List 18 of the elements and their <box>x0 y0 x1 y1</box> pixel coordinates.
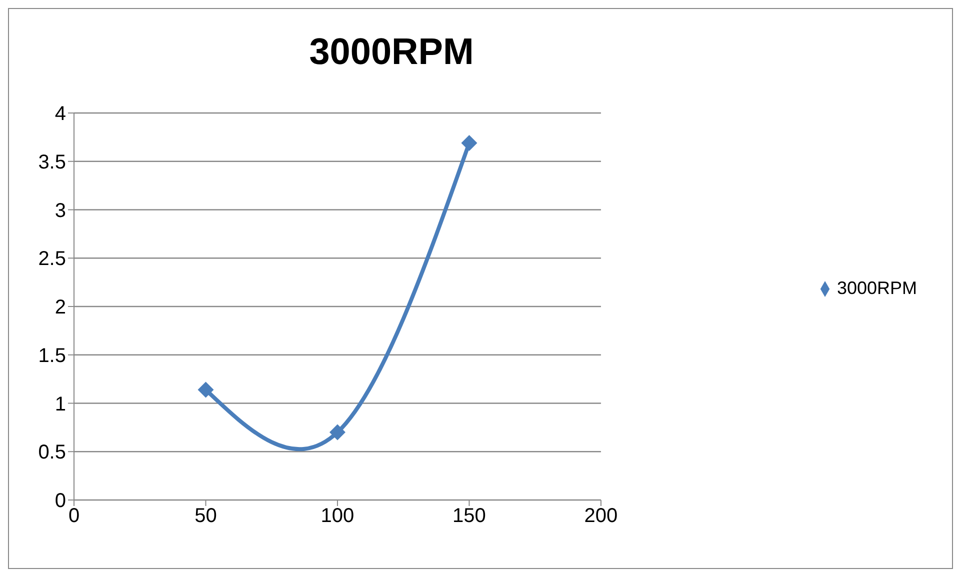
point <box>329 424 346 440</box>
x-tick-label: 100 <box>320 505 354 528</box>
point <box>198 382 214 398</box>
chart-title: 3000RPM <box>308 31 475 73</box>
x-tick-label: 150 <box>452 505 486 528</box>
y-tick-label: 2 <box>54 296 66 319</box>
y-tick-label: 0 <box>54 490 66 512</box>
y-tick-label: 0.5 <box>38 442 66 464</box>
y-tick-label: 4 <box>54 103 66 126</box>
y-tick-label: 1.5 <box>38 344 66 367</box>
point <box>461 134 478 151</box>
y-tick-label: 3.5 <box>38 151 66 174</box>
y-tick-label: 1 <box>54 393 66 416</box>
legend-label: 3000RPM <box>836 278 917 298</box>
y-tick-label: 3 <box>54 200 66 222</box>
x-tick-label: 50 <box>194 505 217 528</box>
x-tick-label: 200 <box>584 505 618 528</box>
y-tick-label: 2.5 <box>38 248 66 270</box>
